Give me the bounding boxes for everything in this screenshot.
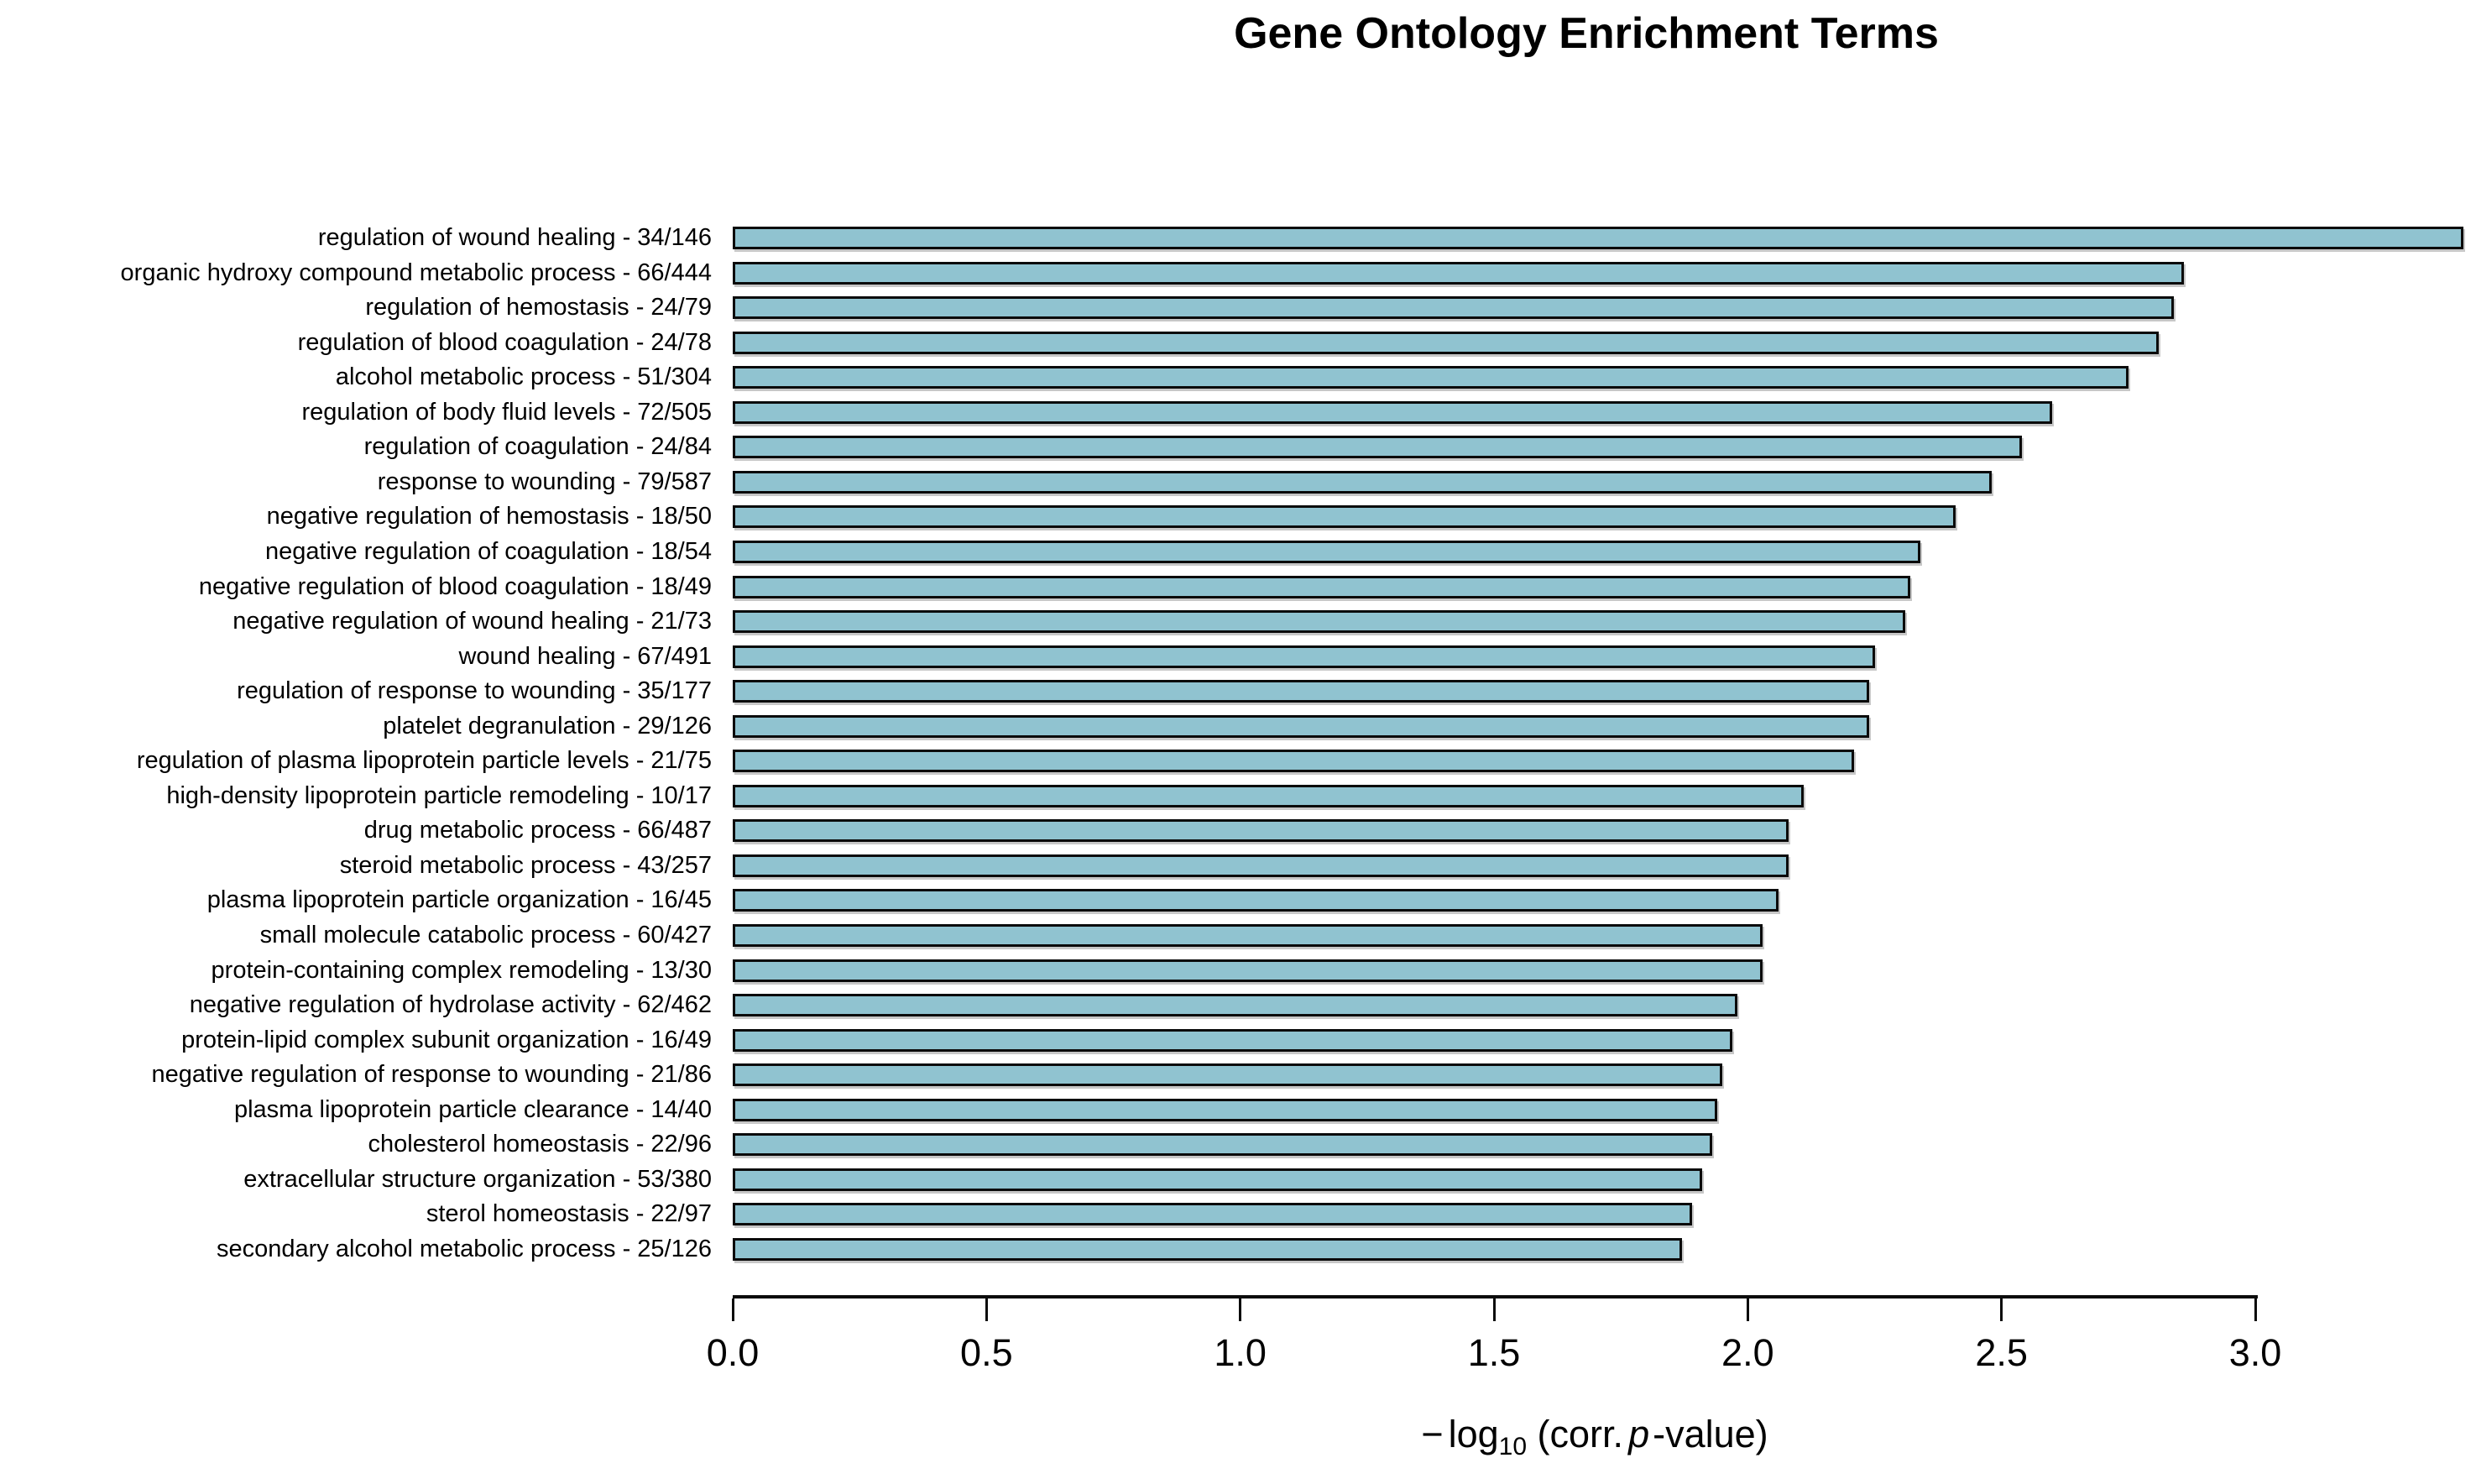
category-label: protein-containing complex remodeling - … bbox=[211, 956, 712, 984]
category-label: negative regulation of hydrolase activit… bbox=[189, 991, 712, 1019]
bar bbox=[733, 505, 1956, 529]
category-label: platelet degranulation - 29/126 bbox=[383, 712, 712, 739]
bar bbox=[733, 366, 2129, 389]
x-axis-tick-label: 3.0 bbox=[2228, 1331, 2282, 1374]
bar bbox=[733, 645, 1875, 668]
bar bbox=[733, 854, 1789, 877]
x-axis-tick-label: 0.0 bbox=[706, 1331, 760, 1374]
x-axis-title-sub: 10 bbox=[1498, 1433, 1528, 1460]
bar bbox=[733, 924, 1763, 947]
category-label: alcohol metabolic process - 51/304 bbox=[335, 363, 712, 391]
x-axis-line bbox=[733, 1295, 2258, 1298]
category-label: regulation of plasma lipoprotein particl… bbox=[136, 747, 712, 775]
x-axis-tick-label: 2.5 bbox=[1975, 1331, 2028, 1374]
x-axis-tick-label: 1.0 bbox=[1214, 1331, 1267, 1374]
category-label: extracellular structure organization - 5… bbox=[243, 1165, 712, 1193]
chart-title: Gene Ontology Enrichment Terms bbox=[1234, 9, 1939, 58]
x-axis-tick-label: 0.5 bbox=[960, 1331, 1013, 1374]
category-label: steroid metabolic process - 43/257 bbox=[339, 851, 712, 879]
category-label: drug metabolic process - 66/487 bbox=[363, 817, 712, 844]
category-label: negative regulation of wound healing - 2… bbox=[232, 608, 712, 635]
bar bbox=[733, 261, 2184, 285]
bar bbox=[733, 714, 1869, 738]
x-axis-tick-label: 2.0 bbox=[1721, 1331, 1774, 1374]
category-label: small molecule catabolic process - 60/42… bbox=[259, 922, 712, 948]
category-label: plasma lipoprotein particle clearance - … bbox=[233, 1095, 712, 1123]
x-axis-tick bbox=[985, 1298, 988, 1321]
category-label: plasma lipoprotein particle organization… bbox=[206, 886, 712, 914]
category-label: organic hydroxy compound metabolic proce… bbox=[120, 259, 712, 286]
x-axis-title-p: p bbox=[1628, 1413, 1650, 1455]
category-label: negative regulation of coagulation - 18/… bbox=[264, 537, 712, 565]
bar bbox=[733, 1063, 1722, 1087]
category-label: regulation of blood coagulation - 24/78 bbox=[297, 328, 712, 356]
x-axis-tick bbox=[1239, 1298, 1242, 1321]
x-axis-title-log: log bbox=[1448, 1413, 1499, 1455]
bar bbox=[733, 400, 2052, 424]
category-label: high-density lipoprotein particle remode… bbox=[166, 781, 712, 809]
x-axis-title-post: -value) bbox=[1653, 1413, 1768, 1455]
x-axis-title-minus: − bbox=[1421, 1413, 1444, 1455]
bar bbox=[733, 819, 1789, 843]
bar bbox=[733, 889, 1779, 912]
x-axis-tick bbox=[2000, 1298, 2003, 1321]
category-label: regulation of response to wounding - 35/… bbox=[237, 677, 712, 705]
category-label: negative regulation of blood coagulation… bbox=[198, 572, 712, 600]
bar bbox=[733, 227, 2463, 249]
bar bbox=[733, 1168, 1702, 1191]
bar bbox=[733, 784, 1804, 807]
bar bbox=[733, 750, 1854, 773]
category-label: protein-lipid complex subunit organizati… bbox=[181, 1026, 712, 1053]
category-label: regulation of body fluid levels - 72/505 bbox=[301, 398, 712, 426]
category-label: regulation of coagulation - 24/84 bbox=[363, 433, 712, 461]
bar bbox=[733, 1237, 1682, 1261]
x-axis-tick bbox=[1492, 1298, 1496, 1321]
category-label: regulation of wound healing - 34/146 bbox=[317, 224, 712, 251]
bar bbox=[733, 331, 2159, 354]
bar bbox=[733, 1133, 1712, 1157]
category-label: negative regulation of response to wound… bbox=[151, 1061, 712, 1089]
bar bbox=[733, 1203, 1692, 1226]
category-label: response to wounding - 79/587 bbox=[377, 468, 712, 495]
bar bbox=[733, 470, 1992, 494]
bar bbox=[733, 1028, 1732, 1052]
x-axis-tick bbox=[1746, 1298, 1749, 1321]
category-label: sterol homeostasis - 22/97 bbox=[426, 1200, 712, 1228]
bar bbox=[733, 296, 2174, 320]
bar bbox=[733, 575, 1910, 598]
category-label: cholesterol homeostasis - 22/96 bbox=[368, 1131, 712, 1158]
x-axis-title: − log10 (corr. p-value) bbox=[839, 1413, 2350, 1460]
bar bbox=[733, 540, 1920, 563]
category-label: negative regulation of hemostasis - 18/5… bbox=[266, 503, 712, 530]
category-label: regulation of hemostasis - 24/79 bbox=[365, 294, 712, 321]
bar bbox=[733, 610, 1905, 634]
bar bbox=[733, 959, 1763, 982]
bar bbox=[733, 994, 1737, 1017]
bar bbox=[733, 1098, 1717, 1121]
bar bbox=[733, 436, 2022, 459]
x-axis-tick bbox=[731, 1298, 734, 1321]
x-axis-tick bbox=[2254, 1298, 2257, 1321]
x-axis-title-mid: (corr. bbox=[1527, 1413, 1624, 1455]
category-label: wound healing - 67/491 bbox=[458, 642, 712, 670]
category-label: secondary alcohol metabolic process - 25… bbox=[217, 1235, 712, 1262]
bar bbox=[733, 680, 1869, 703]
x-axis-tick-label: 1.5 bbox=[1467, 1331, 1521, 1374]
